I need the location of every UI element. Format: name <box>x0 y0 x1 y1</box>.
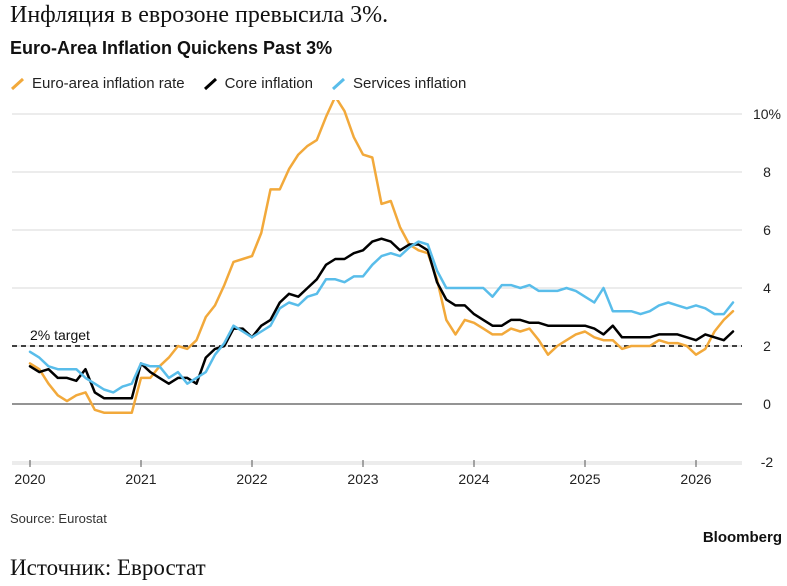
legend-swatch-line-headline <box>10 77 25 90</box>
legend-label-core: Core inflation <box>224 75 313 92</box>
ru-title: Инфляция в еврозоне превысила 3%. <box>10 2 389 28</box>
y-tick-label: 4 <box>763 280 771 296</box>
series-line-services <box>28 240 735 394</box>
x-tick-label: 2022 <box>236 471 267 487</box>
y-tick-label: -2 <box>761 454 774 470</box>
line-chart: 10% 8 6 4 2 0 -2 2% target 2020 2021 2022 2023 2024 2… <box>12 100 781 487</box>
target-label: 2% target <box>30 327 90 343</box>
y-tick-label: 6 <box>763 222 771 238</box>
legend-label-services: Services inflation <box>352 75 467 92</box>
legend-item-core: Core inflation <box>203 75 313 92</box>
legend-label-headline: Euro-area inflation rate <box>32 75 185 92</box>
series-line-core <box>28 237 735 400</box>
bloomberg-logo: Bloomberg <box>702 529 782 546</box>
y-tick-label: 8 <box>763 164 771 180</box>
y-tick-label: 2 <box>763 338 771 354</box>
x-tick-label: 2020 <box>14 471 45 487</box>
chart-title: Euro-Area Inflation Quickens Past 3% <box>10 38 333 58</box>
y-tick-label: 0 <box>763 396 771 412</box>
y-tick-label: 10% <box>753 106 781 122</box>
x-tick-label: 2024 <box>458 471 489 487</box>
legend-swatch-core <box>203 77 217 90</box>
series-line-headline <box>28 100 735 414</box>
legend-swatch-line-services <box>331 77 345 90</box>
legend: Euro-area inflation rate Core inflation … <box>10 75 484 92</box>
x-tick-label: 2021 <box>125 471 156 487</box>
legend-item-headline: Euro-area inflation rate <box>10 75 185 92</box>
x-tick-label: 2026 <box>680 471 711 487</box>
source-note: Source: Eurostat <box>10 511 107 526</box>
x-tick-label: 2023 <box>347 471 378 487</box>
legend-item-services: Services inflation <box>331 75 466 92</box>
ru-source-note: Источник: Евростат <box>10 555 206 580</box>
legend-swatch-services <box>331 77 345 90</box>
legend-swatch-headline <box>10 77 25 90</box>
legend-swatch-line-core <box>203 77 217 90</box>
x-tick-label: 2025 <box>569 471 600 487</box>
